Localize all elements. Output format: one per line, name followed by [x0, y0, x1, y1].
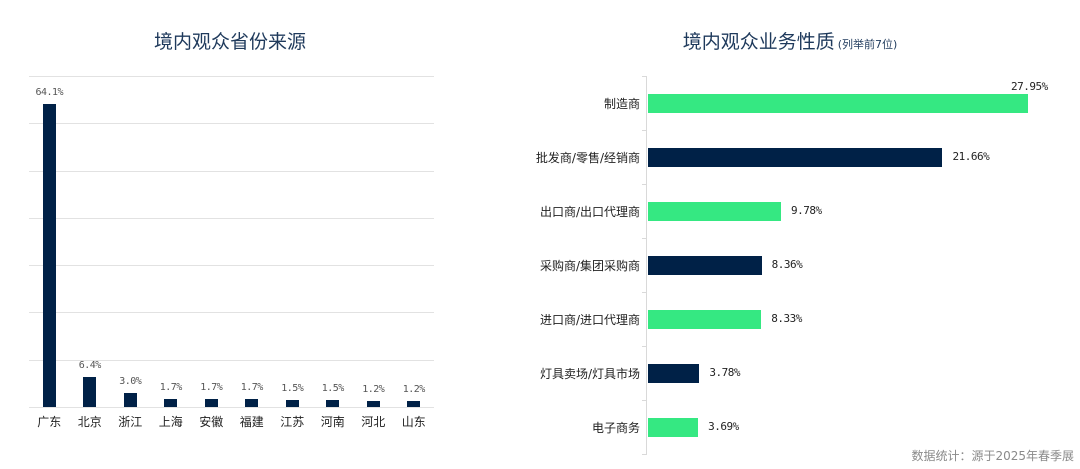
gridline: [29, 359, 434, 361]
data-bar: [648, 417, 699, 437]
axis-tick: [642, 238, 647, 239]
data-bar: [366, 401, 380, 407]
y-category-label: 采购商/集团采购商: [539, 259, 640, 273]
data-label: 1.2%: [362, 384, 385, 396]
data-bar: [326, 399, 340, 407]
bar-row: 21.66%: [648, 130, 1068, 184]
data-label: 1.7%: [159, 381, 183, 393]
data-label: 1.5%: [281, 382, 304, 394]
data-bar: [648, 363, 700, 383]
axis-tick: [642, 292, 647, 293]
axis-tick: [642, 454, 647, 455]
data-label: 3.0%: [119, 375, 142, 387]
x-category-label: 上海: [158, 415, 183, 429]
bar-column: 64.1% 广东: [29, 76, 70, 429]
bar-row: 27.95%: [648, 76, 1068, 130]
bar-row: 3.78%: [648, 346, 1068, 400]
x-category-label: 广东: [37, 415, 62, 429]
x-category-label: 安徽: [199, 415, 224, 429]
y-category-label: 批发商/零售/经销商: [535, 151, 640, 165]
x-category-label: 北京: [77, 415, 102, 429]
y-category-label: 进口商/进口代理商: [539, 313, 640, 327]
bar-row: 3.69%: [648, 400, 1068, 454]
axis-tick: [642, 76, 647, 77]
x-category-label: 河北: [361, 415, 386, 429]
data-source-footnote: 数据统计：源于2025年春季展: [911, 449, 1074, 463]
province-bar-chart: 64.1% 广东 6.4% 北京 3.0% 浙江 1.7% 上海 1.7% 安徽 1.7% 福建 1.5…: [29, 76, 435, 429]
data-label: 3.78%: [709, 366, 741, 379]
data-bar: [648, 309, 762, 329]
data-bar: [285, 399, 299, 407]
right-chart-axis: [646, 76, 647, 454]
bar-row: 9.78%: [648, 184, 1068, 238]
axis-tick: [642, 184, 647, 185]
data-bar: [42, 103, 56, 407]
x-category-label: 山东: [401, 415, 426, 429]
data-label: 8.36%: [771, 258, 803, 271]
right-chart-title-text: 境内观众业务性质: [682, 31, 835, 53]
data-bar: [407, 401, 421, 407]
data-bar: [245, 398, 259, 407]
x-category-label: 江苏: [280, 415, 305, 429]
right-chart-subtitle: (列举前7位): [837, 38, 898, 51]
bar-column: 3.0% 浙江: [110, 76, 151, 429]
gridline: [29, 76, 434, 77]
bar-row: 8.33%: [648, 292, 1068, 346]
bar-column: 1.7% 安徽: [191, 76, 232, 429]
bar-column: 6.4% 北京: [70, 76, 111, 429]
business-type-bar-chart: 27.95% 21.66% 9.78% 8.36% 8.33% 3.78% 3.69%: [648, 76, 1068, 454]
data-label: 6.4%: [78, 359, 102, 371]
bar-column: 1.5% 江苏: [272, 76, 313, 429]
x-category-label: 河南: [320, 415, 345, 429]
data-label: 1.5%: [321, 382, 345, 394]
bar-column: 1.7% 福建: [232, 76, 273, 429]
data-label: 1.7%: [240, 381, 264, 393]
gridline: [29, 217, 434, 219]
data-bar: [648, 93, 1028, 113]
data-label: 64.1%: [35, 86, 64, 98]
data-bar: [204, 398, 218, 407]
data-bar: [164, 398, 178, 407]
data-label: 3.69%: [708, 420, 739, 433]
x-category-label: 福建: [239, 415, 264, 429]
left-chart-title: 境内观众省份来源: [153, 31, 306, 53]
gridline: [29, 265, 434, 267]
gridline: [29, 123, 434, 125]
gridline: [29, 170, 434, 172]
gridline: [29, 312, 434, 314]
data-bar: [123, 392, 137, 407]
y-category-label: 灯具卖场/灯具市场: [539, 367, 640, 381]
axis-tick: [642, 400, 647, 401]
data-label: 21.66%: [952, 150, 990, 163]
data-label: 27.95%: [1011, 80, 1048, 93]
x-category-label: 浙江: [118, 415, 143, 429]
bar-column: 1.2% 河北: [353, 76, 394, 429]
bar-column: 1.2% 山东: [394, 76, 435, 429]
data-bar: [648, 201, 781, 221]
axis-tick: [642, 130, 647, 131]
data-bar: [83, 376, 97, 407]
data-bar: [648, 147, 943, 167]
data-label: 8.33%: [771, 312, 802, 325]
y-category-label: 出口商/出口代理商: [539, 205, 640, 219]
data-bar: [648, 255, 762, 275]
data-label: 1.7%: [200, 381, 223, 393]
bar-row: 8.36%: [648, 238, 1068, 292]
bar-column: 1.5% 河南: [313, 76, 354, 429]
y-category-label: 电子商务: [591, 421, 640, 435]
gridline: [29, 407, 434, 408]
data-label: 1.2%: [402, 384, 426, 396]
data-label: 9.78%: [790, 204, 822, 217]
right-chart-title: 境内观众业务性质 (列举前7位): [500, 27, 1080, 54]
axis-tick: [642, 346, 647, 347]
bar-column: 1.7% 上海: [151, 76, 192, 429]
y-category-label: 制造商: [603, 97, 640, 111]
